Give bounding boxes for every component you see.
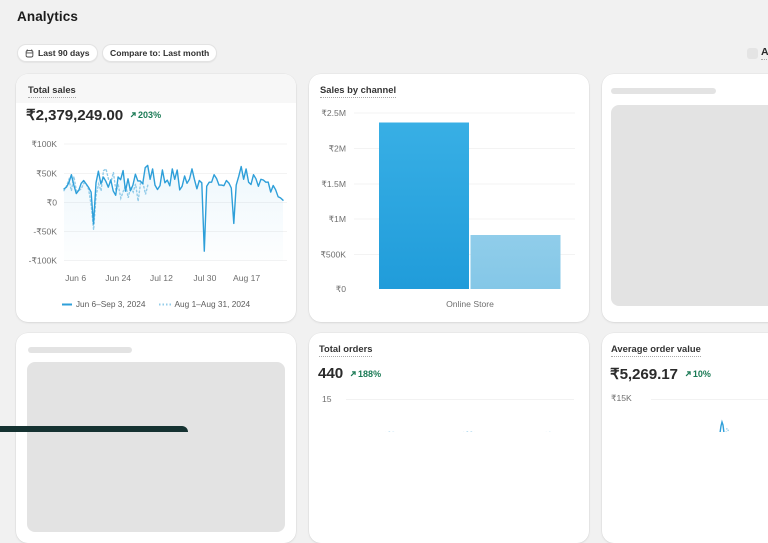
svg-text:₹0: ₹0 <box>336 284 346 294</box>
svg-text:₹100K: ₹100K <box>31 139 57 149</box>
svg-text:₹2.5M: ₹2.5M <box>321 108 346 118</box>
svg-text:Jun 6: Jun 6 <box>65 273 86 283</box>
svg-text:₹0: ₹0 <box>47 198 57 208</box>
svg-text:Aug 17: Aug 17 <box>233 273 260 283</box>
svg-text:Jun 24: Jun 24 <box>105 273 131 283</box>
svg-text:₹1.5M: ₹1.5M <box>321 179 346 189</box>
svg-text:Jul 12: Jul 12 <box>150 273 173 283</box>
svg-text:₹2M: ₹2M <box>329 144 346 154</box>
svg-text:-₹50K: -₹50K <box>33 227 57 237</box>
svg-text:₹500K: ₹500K <box>320 250 346 260</box>
svg-text:Online Store: Online Store <box>446 299 494 309</box>
svg-text:-₹100K: -₹100K <box>29 256 58 266</box>
svg-text:₹1M: ₹1M <box>329 214 346 224</box>
svg-text:Jul 30: Jul 30 <box>193 273 216 283</box>
svg-text:₹50K: ₹50K <box>36 169 57 179</box>
